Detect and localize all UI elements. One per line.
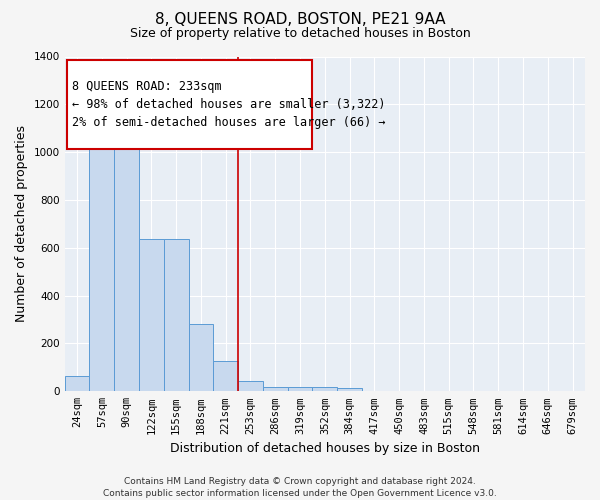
Bar xyxy=(263,386,287,392)
Bar xyxy=(214,362,238,392)
Text: 8, QUEENS ROAD, BOSTON, PE21 9AA: 8, QUEENS ROAD, BOSTON, PE21 9AA xyxy=(155,12,445,28)
Text: Contains HM Land Registry data © Crown copyright and database right 2024.
Contai: Contains HM Land Registry data © Crown c… xyxy=(103,476,497,498)
Bar xyxy=(89,136,114,392)
FancyBboxPatch shape xyxy=(67,60,312,148)
Bar xyxy=(65,376,89,392)
Text: 8 QUEENS ROAD: 233sqm
← 98% of detached houses are smaller (3,322)
2% of semi-de: 8 QUEENS ROAD: 233sqm ← 98% of detached … xyxy=(73,80,386,128)
Bar xyxy=(287,386,313,392)
X-axis label: Distribution of detached houses by size in Boston: Distribution of detached houses by size … xyxy=(170,442,480,455)
Y-axis label: Number of detached properties: Number of detached properties xyxy=(15,126,28,322)
Bar xyxy=(139,240,164,392)
Bar xyxy=(164,240,188,392)
Bar xyxy=(188,324,214,392)
Bar xyxy=(337,388,362,392)
Bar xyxy=(313,386,337,392)
Text: Size of property relative to detached houses in Boston: Size of property relative to detached ho… xyxy=(130,28,470,40)
Bar xyxy=(114,116,139,392)
Bar xyxy=(238,380,263,392)
